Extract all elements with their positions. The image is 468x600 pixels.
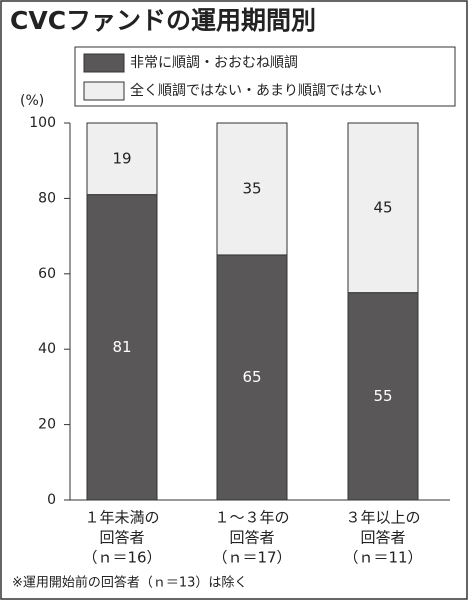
x-tick-label: （ｎ＝16）: [82, 549, 161, 567]
x-tick-label: 回答者: [229, 529, 274, 547]
x-tick-label: （ｎ＝17）: [212, 549, 291, 567]
legend-swatch: [83, 81, 125, 101]
x-tick-label: （ｎ＝11）: [343, 549, 422, 567]
y-unit: (%): [20, 93, 44, 109]
chart-title: CVCファンドの運用期間別: [10, 6, 316, 35]
value-label: 55: [373, 387, 392, 405]
legend-box: [74, 46, 456, 107]
value-label: 19: [112, 149, 131, 167]
value-label: 45: [373, 198, 392, 216]
bar-segment: [86, 122, 158, 196]
x-tick-label: １～３年の: [214, 509, 289, 527]
x-tick-label: ３年以上の: [345, 509, 420, 527]
value-label: 35: [242, 179, 261, 197]
y-tick-label: 100: [29, 115, 56, 131]
bar-segment: [216, 122, 288, 256]
bar-segment: [347, 122, 419, 294]
x-tick-label: 回答者: [99, 529, 144, 547]
legend-label: 全く順調ではない・あまり順調ではない: [130, 82, 382, 99]
legend-swatch: [83, 53, 125, 73]
y-tick-label: 60: [38, 266, 56, 282]
x-tick-label: 回答者: [360, 529, 405, 547]
value-label: 81: [112, 338, 131, 356]
footnote: ※運用開始前の回答者（ｎ＝13）は除く: [12, 575, 247, 591]
x-tick-label: １年未満の: [84, 509, 159, 527]
y-tick-label: 20: [38, 417, 56, 433]
y-tick-label: 80: [38, 190, 56, 206]
bar-segment: [347, 292, 419, 501]
legend-label: 非常に順調・おおむね順調: [130, 55, 298, 71]
y-tick-label: 0: [47, 492, 56, 508]
y-tick-label: 40: [38, 341, 56, 357]
value-label: 65: [242, 368, 261, 386]
